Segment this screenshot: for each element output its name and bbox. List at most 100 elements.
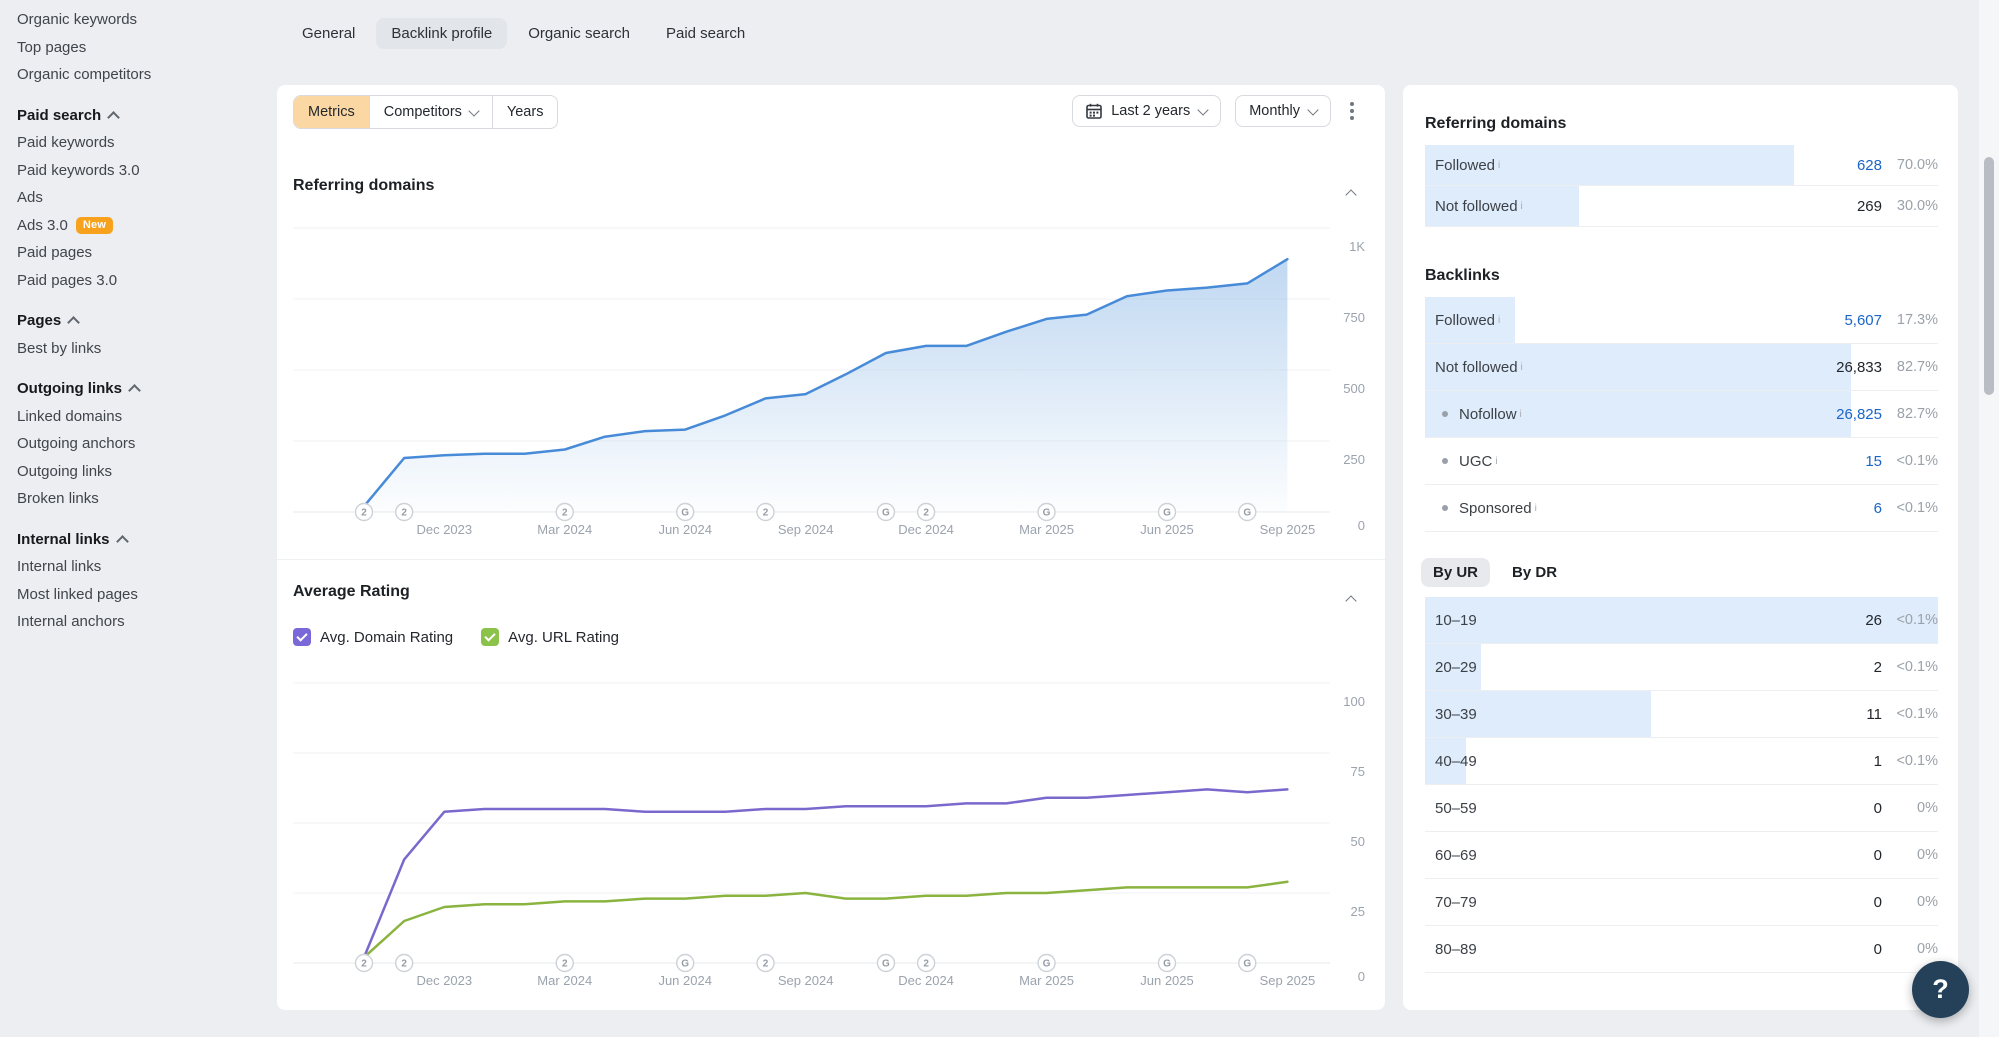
sidebar-item-internal-anchors[interactable]: Internal anchors: [17, 608, 210, 636]
svg-text:2: 2: [361, 959, 367, 970]
row-value[interactable]: 26,825: [1816, 406, 1882, 423]
backlink-row-followed[interactable]: Followedi5,60717.3%: [1425, 297, 1938, 344]
ur-distribution-row-10-19[interactable]: 10–1926<0.1%: [1425, 597, 1938, 644]
checkbox-checked-icon[interactable]: [481, 628, 499, 646]
tab-paid-search[interactable]: Paid search: [651, 18, 760, 49]
row-value[interactable]: 15: [1816, 453, 1882, 470]
sidebar-item-paid-keywords-3-0[interactable]: Paid keywords 3.0: [17, 157, 210, 185]
sidebar-section-pages[interactable]: Pages: [17, 307, 210, 335]
bullet-icon: [1442, 505, 1448, 511]
svg-text:100: 100: [1343, 694, 1365, 709]
ur-distribution-row-80-89[interactable]: 80–8900%: [1425, 926, 1938, 973]
tab-by-dr[interactable]: By DR: [1500, 558, 1569, 587]
sidebar-item-most-linked-pages[interactable]: Most linked pages: [17, 581, 210, 609]
ur-distribution-row-60-69[interactable]: 60–6900%: [1425, 832, 1938, 879]
segment-metrics[interactable]: Metrics: [294, 96, 370, 128]
svg-text:2: 2: [763, 508, 769, 519]
row-value[interactable]: 6: [1816, 500, 1882, 517]
info-icon[interactable]: i: [1498, 315, 1500, 326]
ur-distribution-row-70-79[interactable]: 70–7900%: [1425, 879, 1938, 926]
sidebar-item-label: Linked domains: [17, 408, 122, 425]
info-icon[interactable]: i: [1520, 409, 1522, 420]
ur-distribution-row-20-29[interactable]: 20–292<0.1%: [1425, 644, 1938, 691]
legend-label: Avg. Domain Rating: [320, 629, 453, 646]
sidebar-section-label: Internal links: [17, 531, 110, 548]
info-icon[interactable]: i: [1521, 362, 1523, 373]
sidebar-item-broken-links[interactable]: Broken links: [17, 485, 210, 513]
backlink-row-sponsored[interactable]: Sponsoredi6<0.1%: [1425, 485, 1938, 532]
chevron-up-icon: [67, 316, 80, 329]
row-value[interactable]: 5,607: [1816, 312, 1882, 329]
svg-text:Dec 2024: Dec 2024: [898, 522, 954, 537]
tab-backlink-profile[interactable]: Backlink profile: [376, 18, 507, 49]
info-icon[interactable]: i: [1495, 456, 1497, 467]
svg-text:2: 2: [361, 508, 367, 519]
row-label: Sponsoredi: [1425, 500, 1816, 517]
row-label: 60–69: [1425, 847, 1816, 864]
segment-competitors[interactable]: Competitors: [370, 96, 493, 128]
sidebar-item-paid-pages[interactable]: Paid pages: [17, 239, 210, 267]
chevron-down-icon: [468, 105, 479, 116]
legend-checkbox-avg-domain-rating[interactable]: Avg. Domain Rating: [293, 628, 453, 646]
sidebar-item-best-by-links[interactable]: Best by links: [17, 335, 210, 363]
sidebar-item-linked-domains[interactable]: Linked domains: [17, 403, 210, 431]
sidebar-item-organic-keywords[interactable]: Organic keywords: [17, 6, 210, 34]
sidebar-item-organic-competitors[interactable]: Organic competitors: [17, 61, 210, 89]
collapse-section-icon[interactable]: [1345, 189, 1356, 200]
ur-distribution-row-40-49[interactable]: 40–491<0.1%: [1425, 738, 1938, 785]
chevron-up-icon: [116, 535, 129, 548]
chevron-up-icon: [128, 384, 141, 397]
info-icon[interactable]: i: [1521, 201, 1523, 212]
row-value[interactable]: 628: [1816, 157, 1882, 174]
row-label: Followedi: [1425, 157, 1816, 174]
referring-domains-rows: Followedi62870.0%Not followedi26930.0%: [1425, 145, 1938, 227]
collapse-section-icon[interactable]: [1345, 595, 1356, 606]
row-label: 80–89: [1425, 941, 1816, 958]
sidebar-item-outgoing-anchors[interactable]: Outgoing anchors: [17, 430, 210, 458]
backlink-row-nofollow[interactable]: Nofollowi26,82582.7%: [1425, 391, 1938, 438]
main-card: MetricsCompetitorsYears Last 2 years Mon…: [277, 85, 1385, 1010]
backlink-row-ugc[interactable]: UGCi15<0.1%: [1425, 438, 1938, 485]
sidebar-item-ads-3-0[interactable]: Ads 3.0New: [17, 212, 210, 240]
sidebar-item-label: Most linked pages: [17, 586, 138, 603]
date-range-button[interactable]: Last 2 years: [1072, 95, 1221, 127]
row-value: 269: [1816, 198, 1882, 215]
sidebar-section-paid-search[interactable]: Paid search: [17, 102, 210, 130]
row-percent: <0.1%: [1882, 706, 1938, 722]
rd-row-not-followed[interactable]: Not followedi26930.0%: [1425, 186, 1938, 227]
sidebar-item-outgoing-links[interactable]: Outgoing links: [17, 458, 210, 486]
sidebar-section-outgoing-links[interactable]: Outgoing links: [17, 375, 210, 403]
sidebar-section-internal-links[interactable]: Internal links: [17, 526, 210, 554]
svg-text:Jun 2024: Jun 2024: [658, 522, 712, 537]
help-button[interactable]: ?: [1912, 961, 1969, 1018]
sidebar-item-paid-pages-3-0[interactable]: Paid pages 3.0: [17, 267, 210, 295]
sidebar-item-top-pages[interactable]: Top pages: [17, 34, 210, 62]
more-options-button[interactable]: [1345, 97, 1359, 125]
sidebar: Organic keywordsTop pagesOrganic competi…: [0, 0, 210, 1037]
row-percent: 0%: [1882, 894, 1938, 910]
scrollbar-thumb[interactable]: [1984, 157, 1994, 395]
sidebar-item-internal-links[interactable]: Internal links: [17, 553, 210, 581]
info-icon[interactable]: i: [1535, 503, 1537, 514]
checkbox-checked-icon[interactable]: [293, 628, 311, 646]
row-percent: 0%: [1882, 800, 1938, 816]
segment-years[interactable]: Years: [493, 96, 558, 128]
tab-organic-search[interactable]: Organic search: [513, 18, 645, 49]
sidebar-item-paid-keywords[interactable]: Paid keywords: [17, 129, 210, 157]
rd-row-followed[interactable]: Followedi62870.0%: [1425, 145, 1938, 186]
svg-text:G: G: [681, 959, 689, 970]
sidebar-item-ads[interactable]: Ads: [17, 184, 210, 212]
legend-checkbox-avg-url-rating[interactable]: Avg. URL Rating: [481, 628, 619, 646]
svg-text:Dec 2023: Dec 2023: [416, 973, 472, 988]
tab-by-ur[interactable]: By UR: [1421, 558, 1490, 587]
svg-text:1K: 1K: [1349, 239, 1365, 254]
average-rating-chart-title: Average Rating: [293, 583, 410, 601]
scrollbar[interactable]: [1979, 0, 1999, 1037]
ur-distribution-row-50-59[interactable]: 50–5900%: [1425, 785, 1938, 832]
backlink-row-not-followed[interactable]: Not followedi26,83382.7%: [1425, 344, 1938, 391]
info-icon[interactable]: i: [1498, 160, 1500, 171]
bullet-icon: [1442, 458, 1448, 464]
tab-general[interactable]: General: [287, 18, 370, 49]
ur-distribution-row-30-39[interactable]: 30–3911<0.1%: [1425, 691, 1938, 738]
granularity-button[interactable]: Monthly: [1235, 95, 1331, 127]
